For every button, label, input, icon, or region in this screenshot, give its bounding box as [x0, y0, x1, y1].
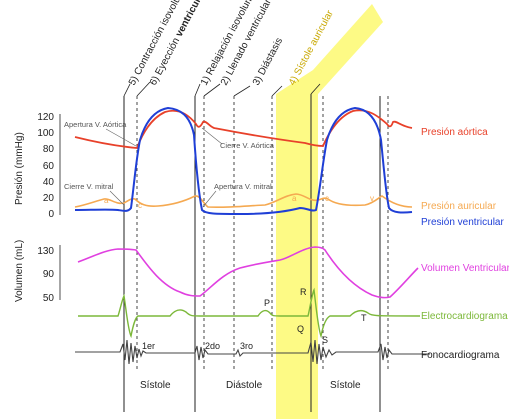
tick-60: 60 — [43, 161, 55, 172]
tick-50: 50 — [43, 293, 55, 304]
wave-a2: a — [292, 194, 297, 203]
wave-a1: a — [104, 196, 109, 205]
tick-130: 130 — [37, 246, 54, 257]
ventricular-volume-curve — [77, 246, 419, 299]
legend-ventricular: Presión ventricular — [421, 217, 504, 228]
tick-90: 90 — [43, 269, 55, 280]
wave-c1: c — [138, 201, 142, 210]
ecg-curve — [78, 287, 421, 339]
legend-phono: Fonocardiograma — [421, 350, 500, 361]
volume-axis: 130 90 50 Volumen (mL) — [14, 240, 61, 304]
legend-ecg: Electrocardiograma — [421, 311, 508, 322]
annot-aortic-close: Cierre V. Aórtica — [220, 141, 275, 150]
phonocardiogram-curve — [75, 339, 430, 365]
volume-axis-label: Volumen (mL) — [14, 240, 25, 302]
ecg-s: S — [322, 335, 328, 345]
tick-20: 20 — [43, 193, 55, 204]
tick-120: 120 — [37, 112, 54, 123]
ventricular-pressure-curve — [74, 106, 413, 216]
bottom-systole-2: Sístole — [330, 380, 361, 391]
phase-label-3: 3) Diástasis — [251, 36, 285, 87]
ecg-p: P — [264, 298, 270, 308]
phase-leaders — [123, 81, 321, 97]
sound-3ro: 3ro — [240, 341, 253, 351]
tick-100: 100 — [37, 128, 54, 139]
ecg-q: Q — [297, 324, 304, 334]
bottom-systole-1: Sístole — [140, 380, 171, 391]
annot-mitral-open: Apertura V. mitral — [214, 182, 272, 191]
annot-mitral-close: Cierre V. mitral — [64, 182, 114, 191]
annot-aortic-open: Apertura V. Aórtica — [64, 120, 127, 129]
legend-aortic: Presión aórtica — [421, 127, 488, 138]
ecg-r: R — [300, 287, 307, 297]
atrial-pressure-curve — [74, 193, 413, 209]
legend-atrial: Presión auricular — [421, 201, 497, 212]
wave-v: v — [370, 194, 374, 203]
bottom-diastole: Diástole — [226, 380, 263, 391]
tick-0: 0 — [48, 209, 54, 220]
pressure-axis: 120 100 80 60 40 20 0 Presión (mmHg) — [14, 112, 61, 220]
wave-c2: c — [325, 194, 329, 203]
tick-40: 40 — [43, 177, 55, 188]
sound-2do: 2do — [205, 341, 220, 351]
tick-80: 80 — [43, 144, 55, 155]
sound-1er: 1er — [142, 341, 155, 351]
aortic-pressure-curve — [74, 109, 413, 149]
atrial-systole-highlight — [276, 4, 383, 419]
pressure-axis-label: Presión (mmHg) — [14, 132, 25, 205]
legend-volume: Volumen Ventricular — [421, 263, 509, 274]
phase-dashed-lines — [136, 96, 389, 370]
ecg-t: T — [361, 313, 367, 323]
